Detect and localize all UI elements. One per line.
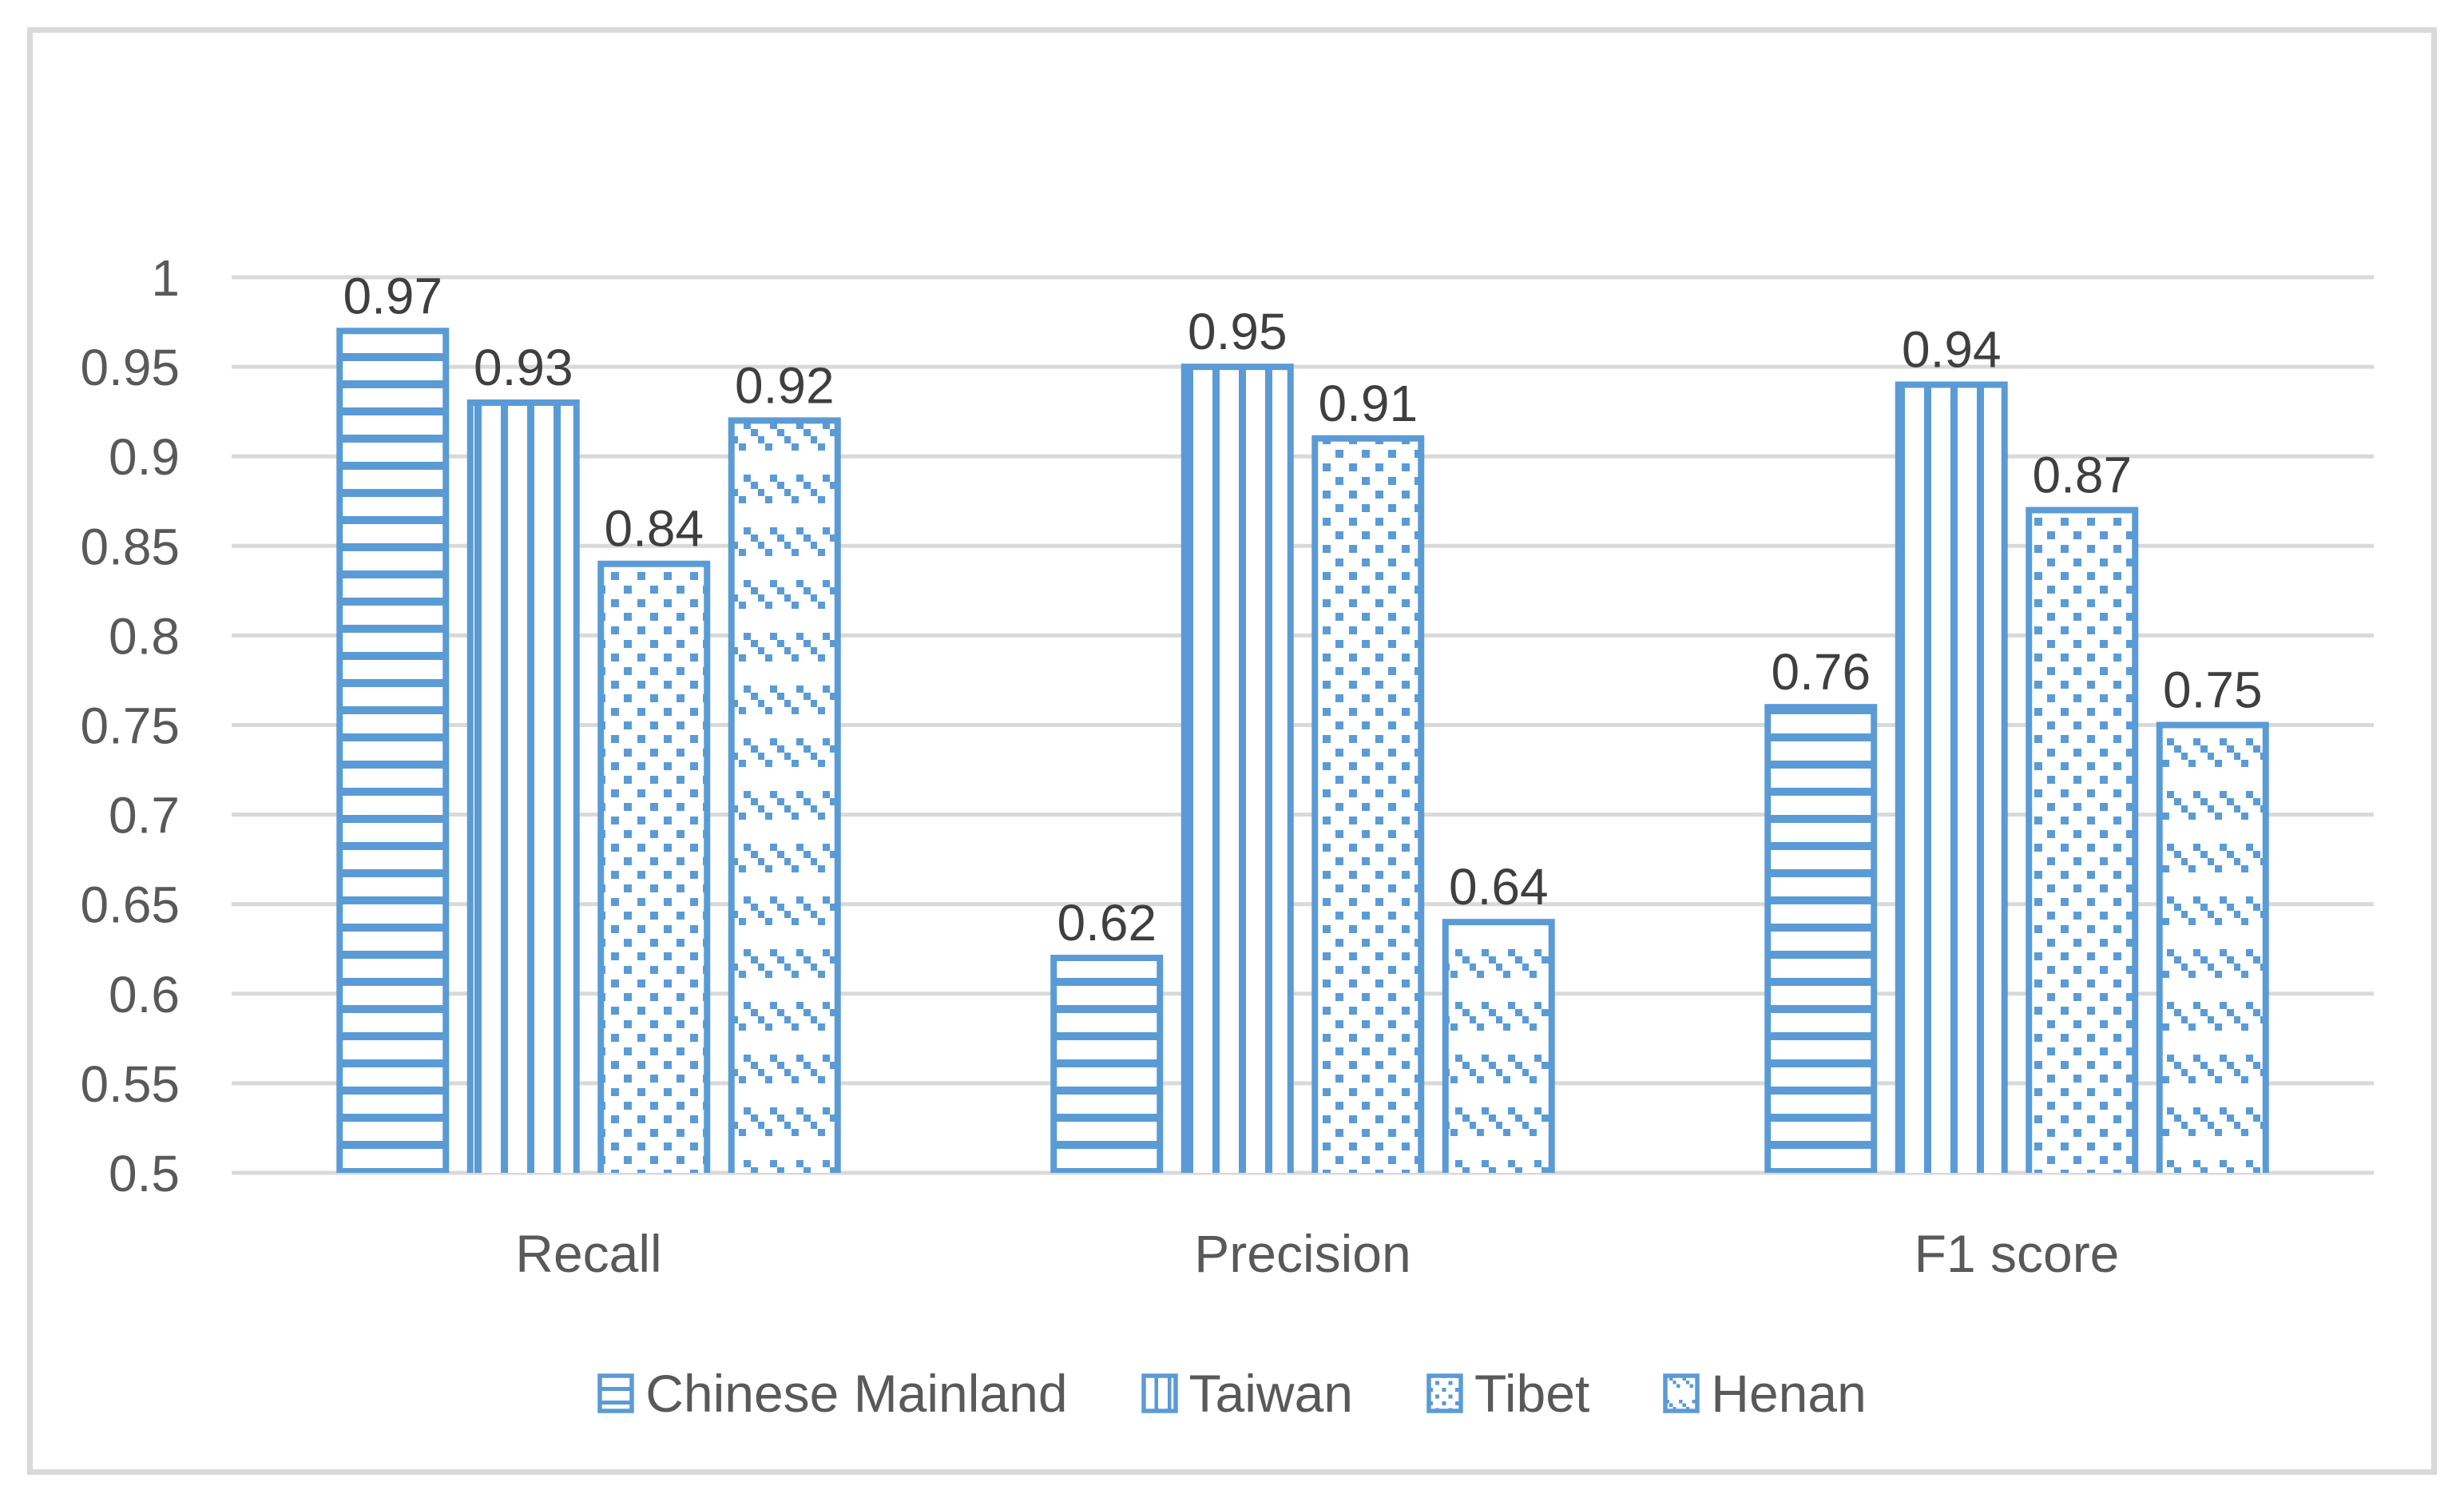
value-label: 0.94 (1902, 321, 2002, 379)
value-label: 0.75 (2163, 662, 2263, 719)
bar-tibet-f1-score (2029, 510, 2136, 1173)
bar-taiwan-f1-score (1898, 384, 2005, 1173)
bar-outline (1764, 704, 1878, 1173)
bar-taiwan-recall (470, 402, 577, 1173)
value-label: 0.84 (604, 500, 704, 558)
bar-outline (597, 560, 711, 1173)
legend-label: Chinese Mainland (645, 1364, 1068, 1423)
value-label: 0.95 (1188, 303, 1288, 360)
bar-chinese-mainland-precision (1053, 957, 1161, 1173)
legend-item-taiwan: Taiwan (1141, 1367, 1353, 1420)
y-tick-label: 0.9 (109, 428, 180, 486)
value-label: 0.87 (2032, 446, 2132, 503)
bar-henan-f1-score (2159, 725, 2266, 1173)
legend-swatch-dots-icon (1426, 1373, 1463, 1413)
x-category-label-f1-score: F1 score (1914, 1224, 2120, 1283)
x-category-label-recall: Recall (515, 1224, 661, 1283)
bar-outline (1050, 954, 1164, 1173)
bar-outline (2156, 721, 2269, 1173)
bar-henan-recall (731, 420, 838, 1173)
y-tick-label: 0.5 (109, 1145, 180, 1202)
y-tick-label: 0.6 (109, 966, 180, 1023)
bar-tibet-recall (601, 563, 708, 1173)
bar-outline (1442, 919, 1555, 1173)
legend-swatch-vertical-stripes-icon (1141, 1373, 1178, 1413)
legend-swatch-diagonal-dashes-icon (1663, 1373, 1700, 1413)
legend-item-tibet: Tibet (1426, 1367, 1589, 1420)
bar-outline (466, 399, 580, 1173)
y-tick-label: 0.85 (80, 518, 180, 575)
value-label: 0.91 (1318, 375, 1418, 432)
y-tick-label: 0.65 (80, 876, 180, 934)
bar-outline (336, 328, 450, 1173)
bar-tibet-precision (1315, 438, 1422, 1173)
bar-outline (1895, 381, 2008, 1173)
bar-outline (1180, 364, 1294, 1173)
value-label: 0.92 (735, 356, 835, 414)
bar-chinese-mainland-f1-score (1768, 707, 1875, 1173)
value-label: 0.64 (1449, 858, 1549, 916)
y-tick-label: 0.55 (80, 1055, 180, 1113)
bar-outline (728, 417, 841, 1173)
legend: Chinese Mainland Taiwan Tibet Henan (0, 1352, 2464, 1435)
bar-henan-precision (1445, 922, 1552, 1173)
legend-label: Tibet (1474, 1364, 1590, 1423)
legend-item-henan: Henan (1663, 1367, 1867, 1420)
legend-item-chinese-mainland: Chinese Mainland (597, 1364, 1068, 1423)
bar-chinese-mainland-recall (339, 331, 446, 1173)
value-label: 0.62 (1057, 894, 1157, 952)
bar-outline (1311, 435, 1425, 1173)
x-category-label-precision: Precision (1194, 1224, 1411, 1283)
legend-label: Taiwan (1188, 1364, 1353, 1423)
y-tick-label: 0.7 (109, 787, 180, 844)
bar-outline (2026, 507, 2139, 1173)
y-tick-label: 0.8 (109, 607, 180, 665)
value-label: 0.97 (343, 267, 442, 324)
value-label: 0.93 (474, 339, 573, 396)
chart-frame (27, 27, 2437, 1475)
legend-swatch-horizontal-stripes-icon (597, 1373, 634, 1413)
y-tick-label: 0.75 (80, 697, 180, 755)
y-tick-label: 1 (151, 249, 180, 307)
value-label: 0.76 (1771, 643, 1871, 701)
legend-label: Henan (1711, 1364, 1867, 1423)
bar-taiwan-precision (1184, 367, 1291, 1174)
y-tick-label: 0.95 (80, 339, 180, 396)
